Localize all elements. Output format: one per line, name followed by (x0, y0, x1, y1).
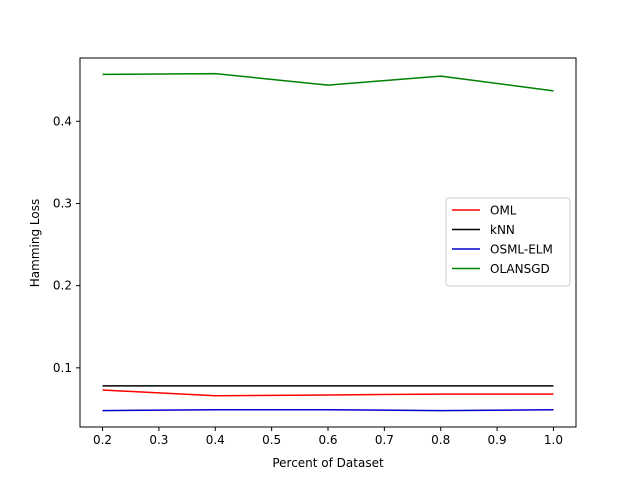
legend-label: OML (490, 204, 517, 218)
legend-label: OSML-ELM (490, 243, 553, 257)
y-tick-label: 0.1 (53, 361, 72, 375)
series-line-olansgd (102, 72, 554, 92)
legend-label: kNN (490, 223, 515, 237)
x-tick-label: 0.6 (318, 433, 337, 447)
x-tick-label: 1.0 (544, 433, 563, 447)
x-tick-label: 0.8 (431, 433, 450, 447)
legend-label: OLANSGD (490, 262, 550, 276)
x-axis-label: Percent of Dataset (272, 456, 384, 470)
x-tick-label: 0.7 (375, 433, 394, 447)
y-axis-label: Hamming Loss (28, 199, 42, 287)
plot-area (102, 72, 554, 412)
y-tick-label: 0.3 (53, 196, 72, 210)
series-line-osml-elm (102, 408, 554, 412)
legend-box (445, 197, 571, 287)
series-line-oml (102, 389, 554, 397)
x-tick-label: 0.5 (262, 433, 281, 447)
x-tick-label: 0.2 (93, 433, 112, 447)
y-tick-label: 0.4 (53, 114, 72, 128)
axes: 0.2 0.3 0.4 0.5 0.6 0.7 0.8 0.9 1.0 0.1 0.2 0.3 0.4 (53, 57, 577, 447)
x-tick-label: 0.9 (488, 433, 507, 447)
x-tick-label: 0.3 (149, 433, 168, 447)
x-tick-label: 0.4 (206, 433, 225, 447)
y-tick-label: 0.2 (53, 279, 72, 293)
legend: OML kNN OSML-ELM OLANSGD (445, 197, 571, 287)
